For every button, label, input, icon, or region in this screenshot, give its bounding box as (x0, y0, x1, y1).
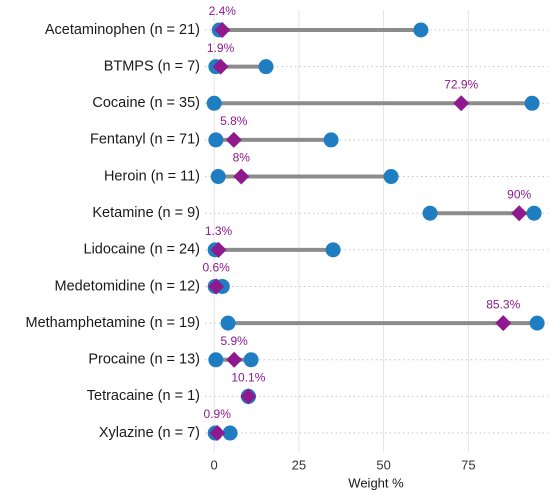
category-label: Acetaminophen (n = 21) (45, 22, 200, 38)
max-dot (524, 95, 540, 111)
min-dot (220, 315, 236, 331)
median-diamond (209, 425, 226, 442)
max-dot (323, 132, 339, 148)
category-label: Xylazine (n = 7) (99, 425, 200, 441)
median-diamond (495, 315, 512, 332)
min-dot (208, 352, 224, 368)
median-diamond (212, 58, 229, 75)
category-label: Cocaine (n = 35) (92, 95, 200, 111)
median-label: 8% (233, 151, 251, 165)
median-diamond (208, 278, 225, 295)
min-dot (422, 205, 438, 221)
category-label: Ketamine (n = 9) (92, 205, 200, 221)
x-tick-label: 75 (461, 457, 475, 472)
max-dot (258, 59, 274, 75)
category-label: Methamphetamine (n = 19) (26, 315, 201, 331)
median-label: 1.9% (207, 41, 235, 55)
category-label: Heroin (n = 11) (104, 168, 200, 184)
x-axis-title: Weight % (348, 475, 404, 490)
median-diamond (225, 131, 242, 148)
median-diamond (240, 388, 257, 405)
median-label: 5.9% (220, 334, 248, 348)
median-label: 0.9% (204, 407, 232, 421)
x-tick-label: 0 (211, 457, 218, 472)
median-label: 2.4% (209, 4, 237, 18)
x-tick-label: 50 (376, 457, 390, 472)
min-dot (210, 169, 226, 185)
max-dot (243, 352, 259, 368)
max-dot (383, 169, 399, 185)
median-diamond (511, 205, 528, 222)
median-diamond (226, 351, 243, 368)
median-diamond (214, 22, 231, 38)
max-dot (526, 205, 542, 221)
median-label: 10.1% (231, 371, 265, 385)
category-label: Lidocaine (n = 24) (84, 242, 200, 258)
max-dot (413, 22, 429, 38)
median-label: 1.3% (205, 224, 233, 238)
median-label: 0.6% (203, 261, 231, 275)
median-diamond (233, 168, 250, 185)
max-dot (529, 315, 545, 331)
median-label: 72.9% (444, 77, 478, 91)
median-diamond (453, 95, 470, 112)
median-label: 5.8% (220, 114, 248, 128)
category-label: BTMPS (n = 7) (104, 58, 200, 74)
category-label: Procaine (n = 13) (88, 352, 200, 368)
category-label: Fentanyl (n = 71) (90, 132, 200, 148)
x-tick-label: 25 (292, 457, 306, 472)
category-label: Medetomidine (n = 12) (55, 278, 200, 294)
min-dot (208, 132, 224, 148)
min-dot (206, 95, 222, 111)
median-diamond (210, 241, 227, 258)
max-dot (325, 242, 341, 258)
median-label: 90% (507, 187, 531, 201)
max-dot (222, 425, 238, 441)
median-label: 85.3% (486, 297, 520, 311)
category-label: Tetracaine (n = 1) (87, 388, 200, 404)
